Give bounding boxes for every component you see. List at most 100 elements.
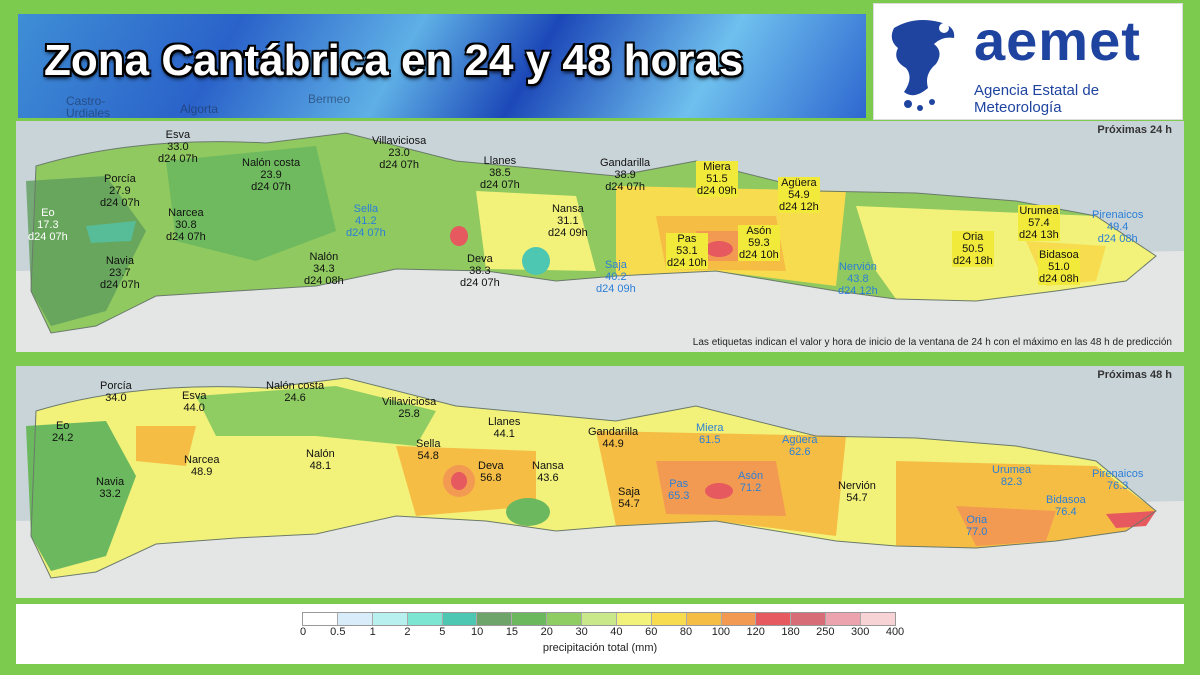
legend-swatch — [861, 613, 895, 625]
legend-caption: precipitación total (mm) — [542, 642, 658, 654]
legend-swatch — [372, 613, 408, 625]
banner-bg-place: Castro- — [66, 94, 106, 108]
basin-label-nalon-costa: Nalón costa 24.6 — [266, 380, 325, 404]
basin-label-oria: Oria 77.0 — [966, 514, 988, 538]
legend-tick-label: 120 — [746, 626, 765, 638]
basin-label-esva: Esva 44.0 — [182, 390, 207, 414]
panel-48h-title: Próximas 48 h — [1097, 369, 1172, 381]
basin-label-llanes: Llanes 38.5 d24 07h — [480, 155, 520, 191]
legend-tick-label: 40 — [610, 626, 623, 638]
legend-swatch — [651, 613, 687, 625]
title-banner: Castro- Urdiales Algorta Bermeo Zona Can… — [18, 14, 866, 118]
legend-tick-label: 30 — [575, 626, 588, 638]
legend-tick-label: 300 — [850, 626, 870, 638]
basin-label-deva: Deva 38.3 d24 07h — [460, 253, 500, 289]
basin-label-nalon: Nalón 48.1 — [306, 448, 335, 472]
basin-label-aguera: Agüera 62.6 — [782, 434, 818, 458]
legend-swatch — [756, 613, 792, 625]
legend-swatch — [791, 613, 827, 625]
legend-tick-label: 0.5 — [330, 626, 346, 638]
basin-label-villaviciosa: Villaviciosa 23.0 d24 07h — [372, 135, 427, 171]
legend-tick-label: 5 — [439, 626, 446, 638]
legend-swatch — [337, 613, 373, 625]
precipitation-legend: precipitación total (mm) 0 0.5 1 2 5 10 15 20 30… — [16, 604, 1184, 664]
basin-label-porcia: Porcía 34.0 — [100, 380, 132, 404]
panel-24h-note: Las etiquetas indican el valor y hora de… — [692, 337, 1172, 348]
basin-label-ason: Asón 59.3 d24 10h — [738, 225, 780, 261]
basin-label-nervion: Nervión 54.7 — [838, 480, 876, 504]
basin-label-aguera: Agüera 54.9 d24 12h — [778, 177, 820, 213]
legend-tick-label: 2 — [404, 626, 411, 638]
legend-swatch — [512, 613, 548, 625]
basin-label-pirenaicos: Pirenaicos 76.3 — [1092, 468, 1144, 492]
basin-label-eo: Eo 24.2 — [52, 420, 74, 444]
basin-label-llanes: Llanes 44.1 — [488, 416, 521, 440]
legend-tick-label: 180 — [781, 626, 800, 638]
basin-label-bidasoa: Bidasoa 76.4 — [1046, 494, 1086, 518]
basin-label-villaviciosa: Villaviciosa 25.8 — [382, 396, 437, 420]
legend-tick-label: 400 — [885, 626, 905, 638]
basin-label-oria: Oria 50.5 d24 18h — [952, 231, 994, 267]
logo-subtitle: Agencia Estatal de Meteorología — [974, 82, 1100, 116]
basin-label-miera: Miera 51.5 d24 09h — [696, 161, 738, 197]
basin-label-nansa: Nansa 31.1 d24 09h — [548, 203, 588, 239]
basin-label-bidasoa: Bidasoa 51.0 d24 08h — [1038, 249, 1080, 285]
basin-label-urumea: Urumea 82.3 — [992, 464, 1032, 488]
legend-tick-label: 100 — [711, 626, 731, 638]
basin-label-deva: Deva 56.8 — [478, 460, 504, 484]
basin-label-pirenaicos: Pirenaicos 49.4 d24 08h — [1092, 209, 1144, 245]
legend-tick-label: 15 — [505, 626, 519, 638]
basin-label-gandarilla: Gandarilla 38.9 d24 07h — [600, 157, 651, 193]
legend-swatch — [616, 613, 652, 625]
basin-label-nalon-costa: Nalón costa 23.9 d24 07h — [242, 157, 301, 193]
legend-tick-label: 20 — [540, 626, 553, 638]
aemet-emblem-icon — [891, 20, 955, 111]
basin-label-ason: Asón 71.2 — [738, 470, 764, 494]
basin-label-sella: Sella 41.2 d24 07h — [346, 203, 386, 239]
banner-bg-place: Urdiales — [66, 106, 111, 118]
panel-24h-title: Próximas 24 h — [1097, 124, 1172, 136]
map-panel-48h: Próximas 48 h Porcía 34.0 Esva 44.0 Nalón … — [16, 366, 1184, 598]
basin-label-urumea: Urumea 57.4 d24 13h — [1018, 205, 1060, 241]
basin-label-nalon: Nalón 34.3 d24 08h — [304, 251, 344, 287]
legend-swatch — [826, 613, 861, 625]
basin-label-gandarilla: Gandarilla 44.9 — [588, 426, 639, 450]
banner-bg-place: Bermeo — [308, 92, 351, 106]
legend-swatch — [547, 613, 582, 625]
basin-label-navia: Navia 33.2 — [96, 476, 125, 500]
basin-label-nansa: Nansa 43.6 — [532, 460, 564, 484]
legend-swatch — [582, 613, 617, 625]
legend-color-bar — [302, 612, 896, 626]
basin-label-pas: Pas 53.1 d24 10h — [666, 233, 708, 269]
legend-swatch — [686, 613, 722, 625]
basin-label-narcea: Narcea 48.9 — [184, 454, 220, 478]
legend-swatch — [477, 613, 513, 625]
basin-label-esva: Esva 33.0 d24 07h — [158, 129, 198, 165]
basin-label-eo: Eo 17.3 d24 07h — [28, 207, 68, 243]
legend-swatch — [442, 613, 478, 625]
map-panel-24h: Próximas 24 h Las etiquetas indican el v… — [16, 121, 1184, 352]
basin-label-navia: Navia 23.7 d24 07h — [100, 255, 140, 291]
basin-label-pas: Pas 65.3 — [668, 478, 690, 502]
basin-label-sella: Sella 54.8 — [416, 438, 441, 462]
map-48h-graphic — [16, 366, 1184, 598]
basin-label-porcia: Porcía 27.9 d24 07h — [100, 173, 140, 209]
legend-swatch — [407, 613, 443, 625]
basin-label-nervion: Nervión 43.8 d24 12h — [838, 261, 878, 297]
basin-label-saja: Saja 54.7 — [618, 486, 641, 510]
legend-tick-label: 10 — [470, 626, 484, 638]
basin-label-narcea: Narcea 30.8 d24 07h — [166, 207, 206, 243]
basin-label-saja: Saja 40.2 d24 09h — [596, 259, 636, 295]
banner-bg-place: Algorta — [180, 102, 219, 116]
legend-tick-label: 0 — [299, 626, 307, 638]
basin-label-miera: Miera 61.5 — [696, 422, 724, 446]
legend-tick-label: 60 — [645, 626, 658, 638]
legend-swatch — [303, 613, 338, 625]
page-title: Zona Cantábrica en 24 y 48 horas — [44, 36, 744, 85]
legend-tick-label: 1 — [369, 626, 376, 638]
legend-swatch — [721, 613, 757, 625]
legend-tick-label: 80 — [679, 626, 693, 638]
aemet-logo: aemet Agencia Estatal de Meteorología — [873, 3, 1183, 120]
logo-wordmark: aemet — [974, 9, 1141, 72]
legend-tick-label: 250 — [816, 626, 835, 638]
